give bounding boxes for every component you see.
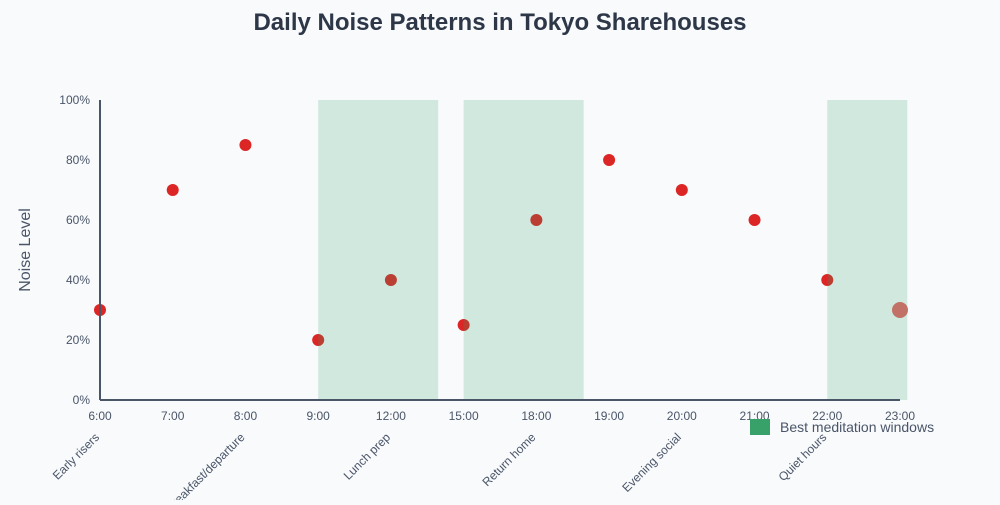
meditation-band [827, 100, 908, 400]
annotation-label: Evening social [619, 430, 684, 495]
data-point [675, 184, 688, 196]
x-tick-label: 19:00 [594, 409, 624, 423]
annotation-label: Breakfast/departure [163, 430, 248, 500]
data-point [892, 302, 908, 318]
legend: Best meditation windows [750, 419, 934, 435]
y-tick-label: 20% [66, 333, 90, 347]
data-point [166, 184, 179, 196]
y-tick-label: 40% [66, 273, 90, 287]
annotation-label: Lunch prep [341, 430, 394, 483]
data-point [457, 319, 470, 331]
meditation-band [318, 100, 439, 400]
data-point [239, 139, 252, 151]
data-point [384, 274, 397, 286]
legend-swatch [750, 419, 770, 435]
annotation-label: Quiet hours [776, 430, 830, 484]
data-point [603, 154, 616, 166]
x-tick-label: 22:00 [812, 409, 842, 423]
annotation-label: Early risers [50, 430, 102, 482]
y-tick-label: 0% [73, 393, 91, 407]
legend-label: Best meditation windows [780, 419, 934, 435]
y-tick-label: 60% [66, 213, 90, 227]
x-tick-label: 23:00 [885, 409, 915, 423]
x-tick-label: 12:00 [376, 409, 406, 423]
x-tick-label: 6:00 [88, 409, 112, 423]
data-point [312, 334, 325, 346]
x-tick-label: 20:00 [667, 409, 697, 423]
chart-title: Daily Noise Patterns in Tokyo Sharehouse… [253, 9, 746, 36]
y-tick-label: 80% [66, 153, 90, 167]
x-tick-label: 9:00 [307, 409, 331, 423]
x-tick-label: 15:00 [449, 409, 479, 423]
y-tick-label: 100% [59, 93, 90, 107]
y-axis-label: Noise Level [17, 208, 34, 292]
meditation-band [463, 100, 584, 400]
data-point [530, 214, 543, 226]
x-tick-label: 18:00 [521, 409, 551, 423]
data-point [748, 214, 761, 226]
x-tick-label: 8:00 [234, 409, 258, 423]
annotation-label: Return home [480, 430, 539, 489]
data-point [821, 274, 834, 286]
x-tick-label: 7:00 [161, 409, 185, 423]
